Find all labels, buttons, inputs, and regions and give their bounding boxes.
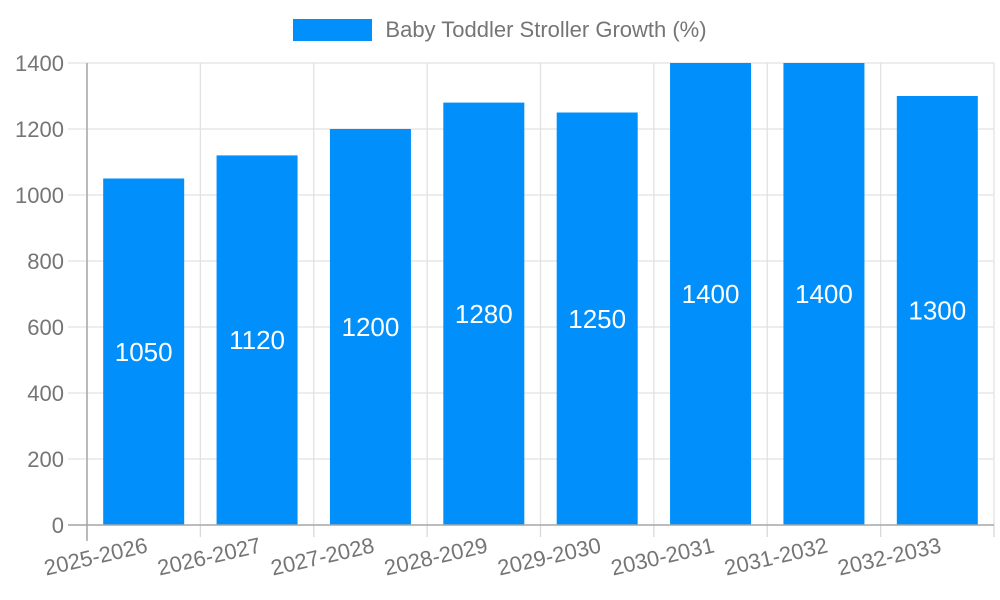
x-axis-tick-label: 2031-2032 [722, 533, 830, 581]
bar-value-label: 1280 [455, 299, 513, 329]
bar-value-label: 1300 [908, 296, 966, 326]
bar-2032-2033[interactable] [896, 96, 978, 525]
legend-swatch [293, 19, 373, 41]
x-axis-tick-label: 2032-2033 [835, 533, 943, 581]
bar-value-label: 1200 [342, 312, 400, 342]
x-axis-tick-label: 2028-2029 [382, 533, 490, 581]
x-axis-tick-label: 2029-2030 [495, 533, 603, 581]
bar-value-label: 1400 [682, 279, 740, 309]
legend-label: Baby Toddler Stroller Growth (%) [385, 17, 707, 42]
bar-2031-2032[interactable] [783, 63, 865, 525]
y-axis-tick-label: 400 [27, 381, 64, 406]
bar-2025-2026[interactable] [103, 178, 185, 526]
bar-2027-2028[interactable] [329, 129, 411, 525]
y-axis-tick-label: 600 [27, 315, 64, 340]
y-axis-tick-label: 1200 [15, 117, 64, 142]
chart-legend[interactable]: Baby Toddler Stroller Growth (%) [0, 17, 1000, 43]
bar-2028-2029[interactable] [443, 102, 525, 525]
y-axis-tick-label: 200 [27, 447, 64, 472]
bar-value-label: 1050 [115, 337, 173, 367]
x-axis-tick-label: 2025-2026 [42, 533, 150, 581]
y-axis-tick-label: 1000 [15, 183, 64, 208]
bar-2030-2031[interactable] [670, 63, 752, 525]
bar-value-label: 1250 [568, 304, 626, 334]
y-axis-tick-label: 800 [27, 249, 64, 274]
x-axis-tick-label: 2026-2027 [155, 533, 263, 581]
bar-value-label: 1120 [229, 325, 285, 355]
y-axis-tick-label: 1400 [15, 51, 64, 76]
x-axis-tick-label: 2030-2031 [609, 533, 717, 581]
bar-2029-2030[interactable] [556, 112, 638, 526]
x-axis-tick-label: 2027-2028 [268, 533, 376, 581]
y-axis-tick-label: 0 [52, 513, 64, 538]
bar-value-label: 1400 [795, 279, 853, 309]
bar-2026-2027[interactable] [216, 155, 298, 525]
